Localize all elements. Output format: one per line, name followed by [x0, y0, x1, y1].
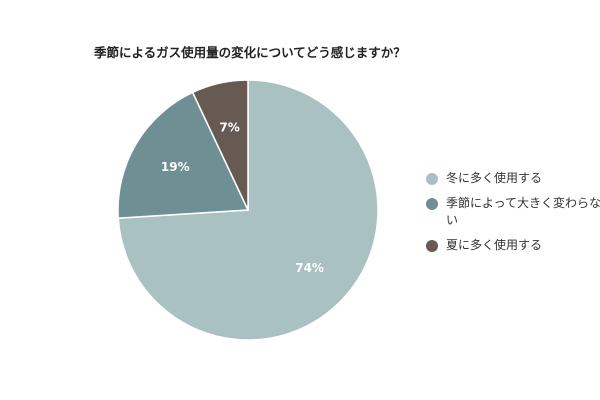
pie-slice-2 — [117, 91, 250, 219]
chart-title: 季節によるガス使用量の変化についてどう感じますか？ — [94, 45, 406, 60]
legend-item-3: 夏に多く使用する — [426, 237, 600, 254]
slice-data-label-1: 74% — [295, 261, 324, 275]
legend-label: 冬に多く使用する — [446, 171, 543, 185]
legend-item-2: 季節によって大きく変わらない — [426, 195, 600, 229]
slice-data-label-3: 7% — [219, 121, 239, 135]
pie-slice-3 — [191, 79, 249, 211]
legend: 冬に多く使用する季節によって大きく変わらない夏に多く使用する — [426, 170, 600, 262]
legend-label: 夏に多く使用する — [446, 238, 543, 252]
slice-data-label-2: 19% — [161, 160, 190, 174]
legend-item-1: 冬に多く使用する — [426, 170, 600, 187]
legend-swatch-icon — [426, 173, 438, 185]
legend-label: 季節によって大きく変わらない — [446, 196, 600, 227]
legend-swatch-icon — [426, 240, 438, 252]
legend-swatch-icon — [426, 198, 438, 210]
